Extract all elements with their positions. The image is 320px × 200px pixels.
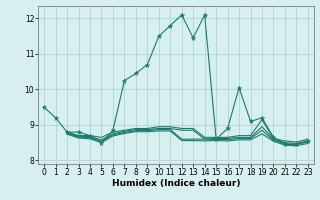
X-axis label: Humidex (Indice chaleur): Humidex (Indice chaleur) bbox=[112, 179, 240, 188]
